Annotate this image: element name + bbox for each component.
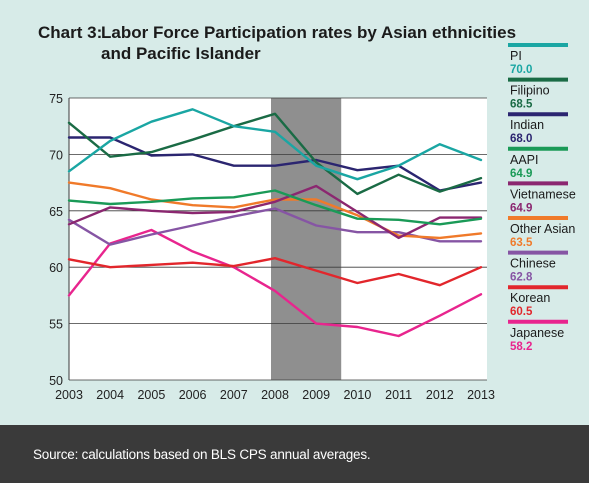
series-line bbox=[67, 108, 483, 181]
legend-label: Chinese bbox=[510, 257, 556, 271]
series-line bbox=[67, 112, 483, 196]
y-tick-label: 60 bbox=[49, 261, 63, 275]
footer: Source: calculations based on BLS CPS an… bbox=[0, 425, 589, 483]
series-line bbox=[67, 257, 483, 287]
line-chart: 50 55 60 65 70 75 2003 2004 2005 2006 2007 2008 2009… bbox=[49, 43, 576, 402]
x-tick-label: 2011 bbox=[385, 388, 412, 402]
x-tick-label: 2003 bbox=[55, 388, 83, 402]
x-tick-label: 2005 bbox=[137, 388, 165, 402]
x-tick-label: 2007 bbox=[220, 388, 248, 402]
legend-label: AAPI bbox=[510, 153, 539, 167]
legend-value: 63.5 bbox=[510, 237, 533, 249]
shaded-period-band bbox=[271, 98, 342, 380]
legend-value: 68.5 bbox=[510, 99, 533, 111]
y-tick-label: 70 bbox=[49, 148, 63, 162]
legend-label: Indian bbox=[510, 118, 544, 132]
y-tick-label: 55 bbox=[49, 318, 63, 332]
legend-value: 60.5 bbox=[510, 306, 533, 318]
legend-label: Japanese bbox=[510, 326, 564, 340]
legend-value: 68.0 bbox=[510, 133, 532, 145]
legend-value: 58.2 bbox=[510, 341, 532, 353]
x-tick-label: 2010 bbox=[343, 388, 371, 402]
y-tick-label: 75 bbox=[49, 92, 63, 106]
legend-value: 64.9 bbox=[510, 202, 532, 214]
x-tick-label: 2009 bbox=[302, 388, 330, 402]
series-line bbox=[67, 228, 483, 338]
legend-value: 62.8 bbox=[510, 272, 533, 284]
chart-title-prefix: Chart 3: bbox=[38, 23, 103, 42]
source-note: Source: calculations based on BLS CPS an… bbox=[33, 447, 371, 462]
series-line bbox=[67, 136, 483, 192]
series-line bbox=[67, 189, 483, 226]
chart-title-text: Labor Force Participation rates by Asian… bbox=[101, 23, 517, 63]
x-tick-label: 2004 bbox=[96, 388, 124, 402]
legend-label: Vietnamese bbox=[510, 187, 576, 201]
series-line bbox=[67, 184, 483, 240]
y-tick-label: 65 bbox=[49, 205, 63, 219]
y-tick-label: 50 bbox=[49, 374, 63, 388]
legend-label: Filipino bbox=[510, 84, 550, 98]
legend-label: Korean bbox=[510, 291, 550, 305]
legend-value: 64.9 bbox=[510, 168, 532, 180]
legend-value: 70.0 bbox=[510, 64, 532, 76]
series-line bbox=[67, 181, 483, 240]
x-tick-label: 2008 bbox=[261, 388, 289, 402]
x-tick-label: 2012 bbox=[426, 388, 454, 402]
x-tick-label: 2006 bbox=[179, 388, 207, 402]
x-tick-label: 2013 bbox=[467, 388, 495, 402]
legend-label: PI bbox=[510, 49, 522, 63]
legend-label: Other Asian bbox=[510, 222, 575, 236]
